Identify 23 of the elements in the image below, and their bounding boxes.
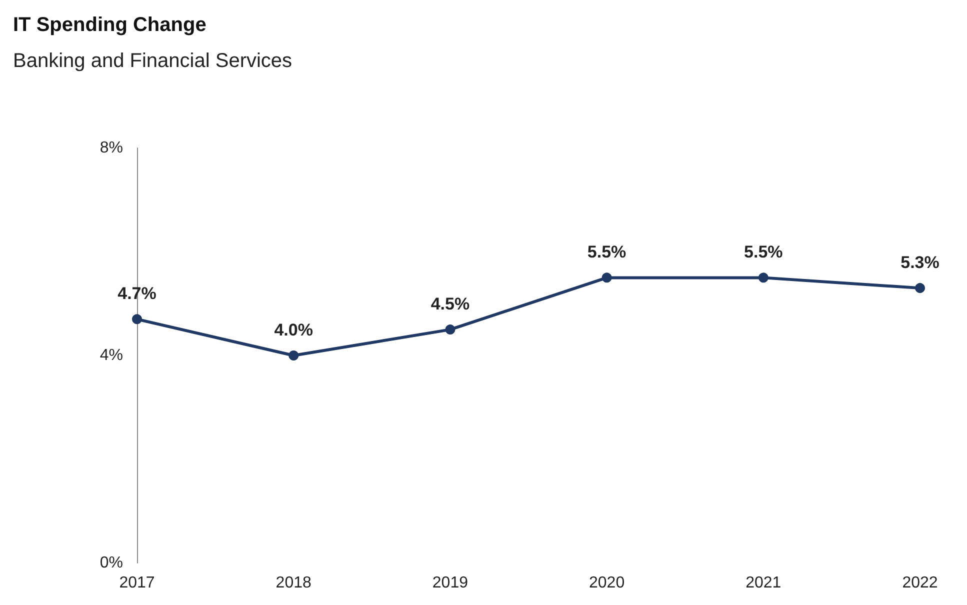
chart-subtitle: Banking and Financial Services xyxy=(13,50,292,72)
x-tick-label: 2018 xyxy=(276,574,312,592)
x-tick-label: 2022 xyxy=(902,574,938,592)
y-tick-label: 0% xyxy=(100,554,123,572)
y-tick-label: 8% xyxy=(100,140,123,156)
y-tick-label: 4% xyxy=(100,347,123,364)
data-label: 5.5% xyxy=(587,242,626,262)
x-tick-label: 2020 xyxy=(589,574,625,592)
x-tick-label: 2017 xyxy=(119,574,155,592)
data-label: 4.0% xyxy=(274,320,313,340)
point xyxy=(758,272,768,283)
x-tick-label: 2021 xyxy=(746,574,782,592)
point xyxy=(915,283,925,294)
point xyxy=(602,272,612,283)
data-label: 5.3% xyxy=(900,253,940,272)
x-tick-label: 2019 xyxy=(432,574,468,592)
chart-title: IT Spending Change xyxy=(13,14,206,36)
point xyxy=(288,350,299,360)
point xyxy=(132,314,142,324)
point xyxy=(445,324,456,335)
data-label: 4.5% xyxy=(430,294,470,314)
data-label: 5.5% xyxy=(744,242,783,262)
data-label: 4.7% xyxy=(118,284,156,304)
